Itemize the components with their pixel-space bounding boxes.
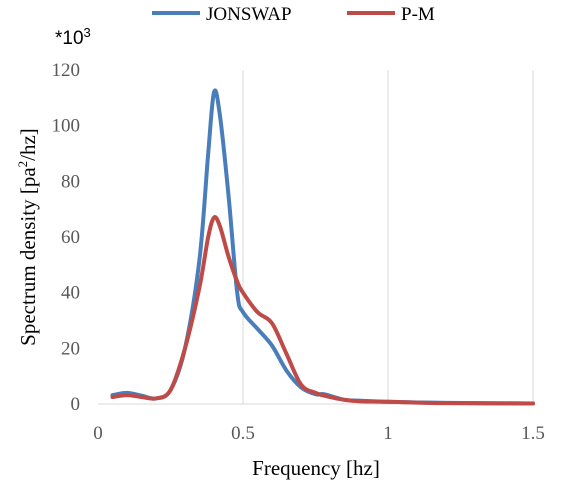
x-axis-title: Frequency [hz]: [252, 456, 380, 480]
multiplier-exponent: 3: [84, 25, 91, 40]
y-axis-title-main: Spectrum density [pa: [16, 167, 40, 346]
x-tick-label: 1.5: [521, 423, 545, 444]
x-tick-label: 0: [93, 423, 103, 444]
y-tick-label: 80: [61, 171, 80, 192]
y-tick-label: 0: [71, 394, 81, 415]
y-tick-label: 40: [61, 283, 80, 304]
y-tick-label: 100: [52, 116, 81, 137]
legend: JONSWAP P-M: [152, 4, 435, 25]
series-line-jonswap: [110, 88, 535, 406]
y-tick-label: 120: [52, 60, 81, 81]
x-tick-label: 1: [383, 423, 393, 444]
legend-label-pm: P-M: [401, 4, 435, 25]
y-tick-label: 20: [61, 338, 80, 359]
x-tick-label: 0.5: [231, 423, 255, 444]
gridlines: [98, 70, 534, 405]
series-line-p-m: [110, 215, 535, 406]
y-tick-label: 60: [61, 227, 80, 248]
tick-labels: 0 0.5 1 1.5 0 20 40 60 80 100 120: [52, 60, 545, 444]
y-axis-multiplier: *103: [55, 25, 91, 49]
y-axis-title-tail: /hz]: [16, 128, 40, 161]
multiplier-base: *10: [55, 28, 84, 49]
y-axis-title: Spectrum density [pa2/hz]: [15, 128, 40, 346]
y-axis-title-superscript: 2: [15, 161, 30, 168]
legend-label-jonswap: JONSWAP: [206, 4, 292, 25]
series-lines: [110, 88, 535, 406]
